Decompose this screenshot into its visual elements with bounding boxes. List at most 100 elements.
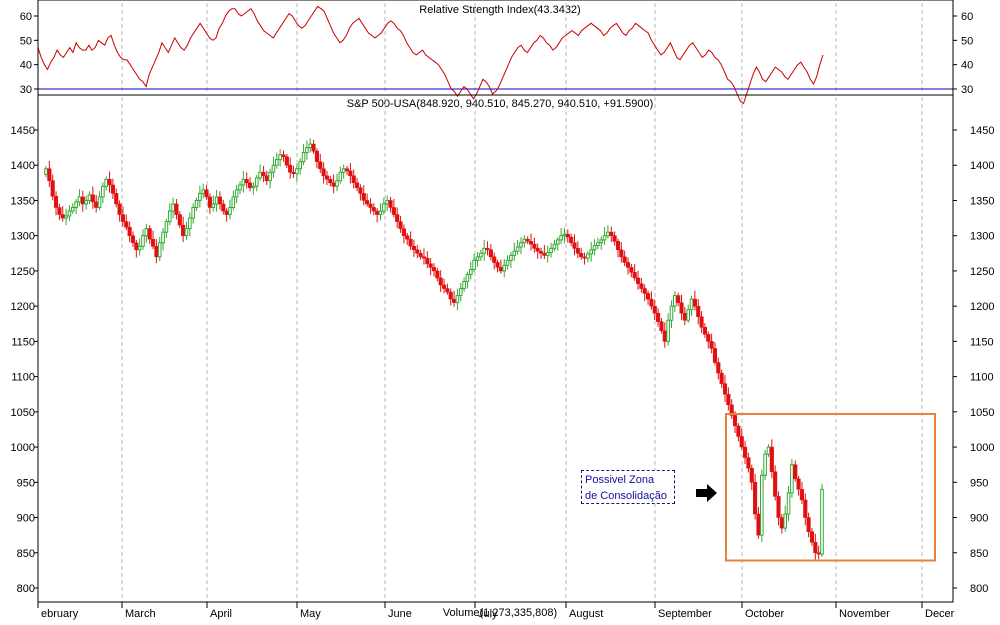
price-tick-label-left: 900 bbox=[17, 513, 35, 525]
candle-body-up bbox=[298, 161, 303, 170]
candle-body-down bbox=[535, 248, 540, 252]
candle-body-up bbox=[161, 231, 165, 244]
price-tick-label-left: 1400 bbox=[11, 160, 35, 172]
month-label: June bbox=[388, 608, 412, 620]
price-tick-label-right: 1400 bbox=[970, 160, 994, 172]
candle-body-down bbox=[656, 312, 661, 322]
candle-body-up bbox=[502, 264, 507, 272]
candle-body-up bbox=[305, 147, 309, 154]
candle-body-up bbox=[251, 185, 256, 189]
candle-body-down bbox=[542, 253, 547, 256]
candle-body-down bbox=[692, 298, 697, 307]
rsi-tick-label-right: 60 bbox=[961, 11, 973, 23]
candle-body-down bbox=[652, 305, 657, 314]
candle-body-down bbox=[204, 189, 209, 198]
candle-body-down bbox=[415, 249, 420, 254]
candle-body-down bbox=[110, 184, 115, 194]
candle-body-up bbox=[669, 305, 674, 321]
month-label: October bbox=[745, 608, 784, 620]
candle-body-up bbox=[666, 319, 670, 342]
candle-body-up bbox=[763, 453, 767, 476]
rsi-line bbox=[37, 5, 824, 105]
candle-body-down bbox=[147, 228, 152, 240]
candle-body-down bbox=[749, 467, 754, 483]
candle-body-down bbox=[629, 267, 634, 273]
consolidation-zone-box bbox=[725, 412, 936, 562]
candle-body-up bbox=[589, 249, 594, 255]
candle-body-down bbox=[635, 277, 641, 284]
candle-body-up bbox=[385, 199, 389, 205]
candle-body-down bbox=[395, 214, 400, 222]
candle-body-down bbox=[371, 207, 376, 212]
rsi-tick-label-right: 50 bbox=[961, 35, 973, 47]
candle-body-down bbox=[565, 234, 570, 238]
candle-body-up bbox=[378, 210, 383, 216]
candle-body-up bbox=[468, 269, 473, 275]
candle-body-down bbox=[398, 221, 403, 229]
candle-body-up bbox=[268, 171, 272, 182]
candle-body-up bbox=[599, 239, 604, 244]
candle-body-down bbox=[361, 193, 366, 201]
candle-body-up bbox=[458, 288, 463, 297]
candle-body-up bbox=[184, 228, 189, 237]
candle-body-down bbox=[702, 327, 707, 335]
candle-body-up bbox=[519, 242, 523, 248]
candle-body-up bbox=[766, 446, 771, 455]
price-tick-label-right: 1250 bbox=[970, 266, 994, 278]
candle-body-down bbox=[679, 302, 684, 314]
candle-body-down bbox=[538, 250, 544, 254]
candle-body-down bbox=[729, 404, 734, 416]
price-tick-label-left: 1250 bbox=[11, 266, 35, 278]
candle-body-up bbox=[104, 178, 109, 187]
candle-body-down bbox=[743, 446, 748, 458]
candle-body-down bbox=[779, 517, 784, 529]
candle-body-up bbox=[790, 464, 794, 494]
candle-body-up bbox=[759, 474, 764, 536]
candle-body-down bbox=[130, 235, 136, 243]
rsi-tick-label-left: 50 bbox=[20, 35, 32, 47]
candle-body-up bbox=[602, 235, 607, 241]
price-tick-label-right: 900 bbox=[970, 513, 988, 525]
candle-body-down bbox=[331, 182, 336, 187]
candle-body-down bbox=[435, 270, 440, 279]
candle-body-down bbox=[408, 238, 413, 247]
candle-body-down bbox=[117, 203, 122, 215]
candle-body-down bbox=[365, 200, 370, 205]
candle-body-down bbox=[401, 228, 406, 236]
candle-body-down bbox=[421, 256, 427, 259]
candle-body-down bbox=[485, 248, 490, 251]
candle-body-down bbox=[736, 425, 741, 437]
candle-body-down bbox=[244, 179, 249, 184]
rsi-tick-label-left: 30 bbox=[20, 84, 32, 96]
candle-body-up bbox=[338, 171, 343, 182]
candle-body-up bbox=[341, 168, 346, 173]
candle-body-down bbox=[281, 154, 286, 158]
candle-body-down bbox=[177, 214, 182, 226]
price-tick-label-left: 1050 bbox=[11, 407, 35, 419]
candle-body-up bbox=[87, 194, 92, 201]
month-label: August bbox=[569, 608, 603, 620]
candle-body-down bbox=[127, 226, 132, 236]
candle-body-down bbox=[445, 288, 450, 293]
price-tick-label-right: 1300 bbox=[970, 231, 994, 243]
candle-body-up bbox=[67, 210, 72, 217]
candle-body-down bbox=[351, 175, 356, 184]
month-label: ebruary bbox=[41, 608, 79, 620]
candle-body-down bbox=[321, 168, 326, 177]
candle-body-down bbox=[696, 305, 701, 317]
candle-body-down bbox=[418, 253, 423, 258]
candle-body-down bbox=[525, 238, 530, 242]
month-label: May bbox=[300, 608, 321, 620]
candle-body-up bbox=[545, 252, 550, 256]
candle-body-down bbox=[431, 267, 437, 272]
candle-body-down bbox=[355, 182, 360, 189]
candle-body-up bbox=[820, 488, 824, 555]
arrow-right-icon bbox=[696, 484, 717, 502]
candle-body-up bbox=[101, 185, 105, 198]
candle-body-down bbox=[612, 235, 617, 242]
candle-body-up bbox=[673, 295, 677, 307]
candle-body-down bbox=[441, 284, 447, 289]
candle-body-down bbox=[572, 242, 577, 249]
candle-body-down bbox=[492, 256, 497, 263]
